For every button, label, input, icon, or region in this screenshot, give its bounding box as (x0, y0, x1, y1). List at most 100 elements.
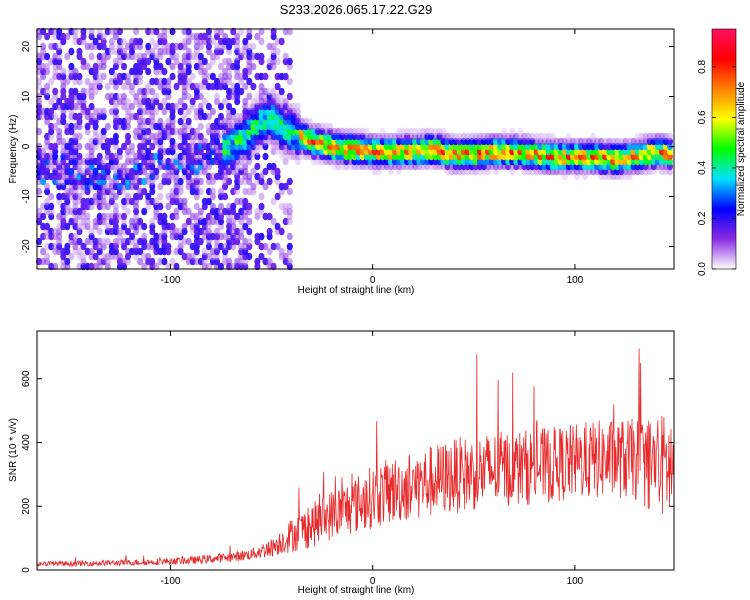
spectrogram-cell (52, 87, 59, 96)
colorbar-tick-label: 0.4 (697, 161, 708, 175)
spectrogram-cell (246, 252, 253, 261)
spectrogram-cell (590, 132, 597, 141)
spectrogram-cell (161, 67, 168, 76)
spectrogram-x-tick-label: -100 (160, 275, 180, 286)
spectrogram-cell (201, 57, 208, 66)
spectrogram-cell (363, 127, 370, 136)
spectrogram-cell (238, 27, 245, 36)
spectrogram-cell (246, 227, 253, 236)
spectrogram-cell (76, 132, 83, 141)
spectrogram-cell (250, 42, 257, 51)
spectrogram-cell (197, 92, 204, 101)
spectrogram-cell (60, 67, 67, 76)
spectrogram-cell (258, 82, 265, 91)
spectrogram-cell (270, 197, 277, 206)
snr-x-axis-label: Height of straight line (km) (298, 585, 415, 596)
spectrogram-cell (286, 27, 293, 36)
spectrogram-cell (76, 237, 83, 246)
spectrogram-cell (246, 172, 253, 181)
spectrogram-cell (116, 252, 123, 261)
spectrogram-cell (76, 72, 83, 81)
spectrogram-cell (120, 162, 128, 171)
spectrogram-y-tick-label: 0 (21, 143, 32, 149)
spectrogram-cell (197, 132, 204, 141)
spectrogram-cell (92, 167, 99, 176)
spectrogram-cell (92, 37, 99, 46)
spectrogram-cell (124, 132, 132, 141)
snr-x-tick-label: 0 (370, 576, 376, 587)
spectrogram-y-tick-label: 20 (21, 41, 32, 53)
spectrogram-cell (96, 227, 103, 236)
spectrogram-cell (226, 57, 233, 66)
colorbar-tick-label: 0.2 (697, 211, 708, 225)
spectrogram-cell (64, 162, 71, 171)
snr-x-tick-label: 100 (567, 576, 584, 587)
spectrogram-cell (242, 197, 249, 206)
spectrogram-cell (197, 237, 204, 246)
spectrogram-cell (177, 107, 184, 116)
spectrogram-y-tick-label: -10 (21, 189, 32, 204)
spectrogram-x-tick-label: 100 (567, 275, 584, 286)
spectrogram-cell (274, 192, 281, 201)
spectrogram-cell (100, 127, 107, 136)
spectrogram-cell (230, 202, 237, 211)
spectrogram-cell (104, 202, 111, 211)
spectrogram-cell (76, 142, 83, 151)
spectrogram-cell (108, 37, 115, 46)
spectrogram-cell (274, 242, 281, 251)
spectrogram-cell (189, 72, 196, 81)
spectrogram-cell (193, 202, 200, 211)
snr-y-tick-label: 400 (21, 434, 32, 451)
spectrogram-cell (250, 82, 257, 91)
spectrogram-cell (141, 52, 148, 61)
spectrogram-cell (165, 57, 172, 66)
snr-y-tick-label: 0 (21, 567, 32, 573)
spectrogram-cell (128, 232, 136, 241)
spectrogram-cell (52, 262, 59, 271)
spectrogram-cell (56, 97, 63, 106)
spectrogram-cell (246, 202, 253, 211)
spectrogram-cell (262, 167, 269, 176)
spectrogram-cell (104, 122, 111, 131)
spectrogram-cell (286, 242, 293, 251)
spectrogram-cell (226, 102, 233, 111)
spectrogram-cell (222, 192, 229, 201)
spectrogram-y-ticks: -20 -10 0 10 20 (21, 41, 674, 254)
spectrogram-cell (145, 42, 152, 51)
spectrogram-cell (169, 222, 176, 231)
spectrogram-cell (165, 202, 172, 211)
spectrogram-cell (185, 77, 192, 86)
spectrogram-cell (246, 217, 253, 226)
spectrogram-cell (217, 62, 225, 71)
spectrogram-cell (64, 257, 71, 266)
spectrogram-cell (161, 107, 168, 116)
spectrogram-cell (213, 92, 221, 101)
spectrogram-cell (189, 97, 196, 106)
spectrogram-cell (88, 102, 95, 111)
spectrogram-cell (181, 102, 188, 111)
spectrogram-cell (108, 67, 115, 76)
spectrogram-cell (92, 252, 99, 261)
spectrogram-cell (153, 42, 160, 51)
spectrogram-x-ticks: -100 0 100 (160, 29, 584, 286)
spectrogram-cell (201, 137, 208, 146)
spectrogram-cell (246, 237, 253, 246)
spectrogram-cell (185, 107, 192, 116)
spectrogram-cell (149, 142, 156, 151)
spectrogram-cell (262, 152, 269, 161)
spectrogram-cell (124, 72, 132, 81)
spectrogram-cell (44, 82, 51, 91)
spectrogram-cell (185, 27, 192, 36)
snr-y-tick-label: 600 (21, 370, 32, 387)
spectrogram-cell (234, 32, 241, 41)
spectrogram-cell (100, 157, 107, 166)
spectrogram-cell (161, 97, 168, 106)
spectrogram-cell (201, 97, 208, 106)
spectrogram-cell (120, 47, 128, 56)
spectrogram-cell (205, 62, 212, 71)
spectrogram-cell (149, 217, 156, 226)
spectrogram-cell (124, 207, 132, 216)
spectrogram-cell (270, 162, 277, 171)
spectrogram-cell (149, 47, 156, 56)
spectrogram-cell (254, 162, 261, 171)
